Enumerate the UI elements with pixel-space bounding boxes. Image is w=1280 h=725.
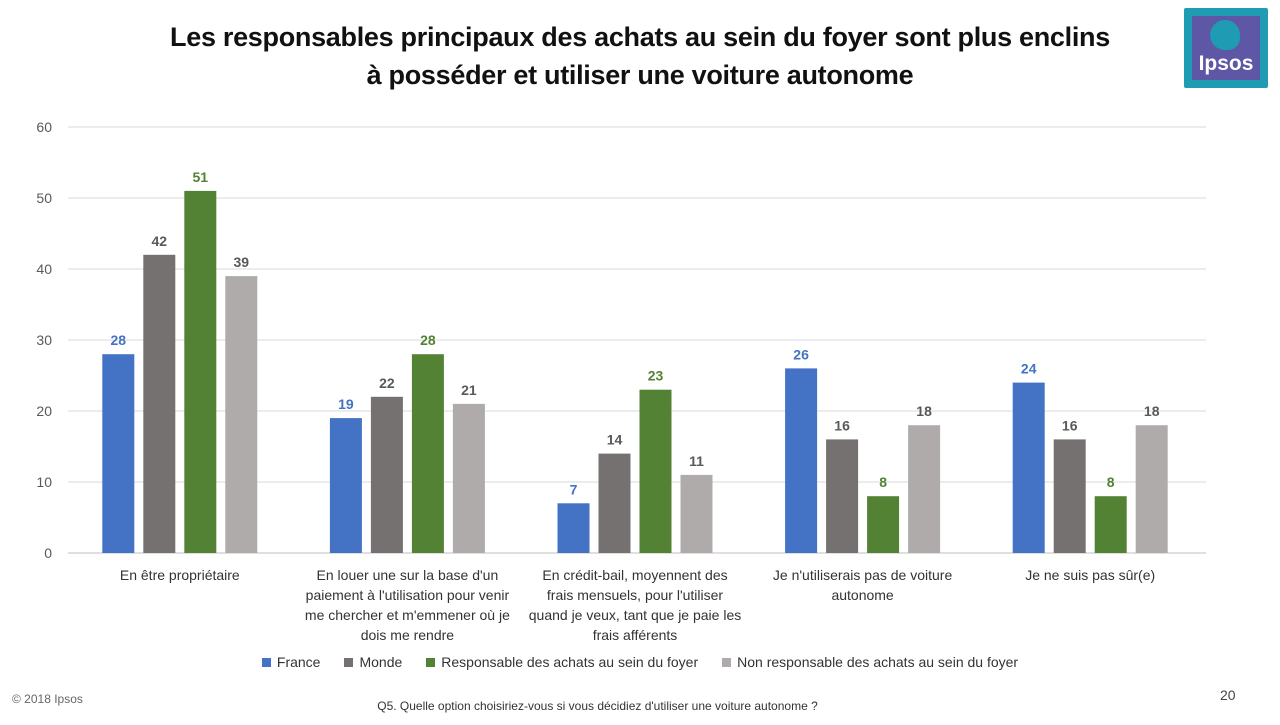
logo-text: Ipsos [1198,52,1254,75]
bar [1012,382,1045,553]
x-tick-label: me chercher et m'emmener où je [305,607,510,623]
bar [184,190,217,553]
data-label: 16 [834,417,850,433]
bar [143,254,176,554]
bar [1135,425,1168,553]
data-label: 26 [793,346,809,362]
legend-label: Non responsable des achats au sein du fo… [737,654,1019,670]
copyright: © 2018 Ipsos [12,692,83,706]
x-tick-label: dois me rendre [361,627,455,643]
data-label: 18 [916,403,932,419]
data-label: 7 [570,481,578,497]
legend-item: Non responsable des achats au sein du fo… [722,654,1018,670]
data-label: 11 [689,453,704,469]
bar [557,503,590,553]
bar [452,403,485,553]
data-label: 21 [461,382,477,398]
bar [329,418,362,553]
bar [225,276,258,553]
y-tick-label: 50 [36,190,52,206]
legend-item: Responsable des achats au sein du foyer [426,654,698,670]
y-tick-label: 60 [36,119,52,135]
data-label: 8 [879,474,887,490]
data-label: 19 [338,396,354,412]
bar [1094,496,1127,553]
logo-head-icon [1210,20,1240,50]
x-tick-label: En louer une sur la base d'un [317,567,499,583]
x-tick-label: En crédit-bail, moyennent des [542,567,727,583]
bar [1053,439,1086,553]
data-label: 8 [1107,474,1115,490]
bar [867,496,900,553]
legend-label: France [276,654,321,670]
chart-title-line-1: Les responsables principaux des achats a… [170,22,1110,52]
data-label: 16 [1062,417,1078,433]
chart-title-line-2: à posséder et utiliser une voiture auton… [366,60,914,90]
bar [826,439,859,553]
y-tick-label: 40 [36,261,52,277]
legend-swatch [426,657,436,667]
bar [370,396,403,553]
ipsos-logo: Ipsos [1184,8,1268,88]
x-tick-label: quand je veux, tant que je paie les [529,607,742,623]
legend-item: Monde [344,654,402,670]
x-tick-label: paiement à l'utilisation pour venir [306,587,510,603]
data-label: 23 [648,368,664,384]
data-label: 28 [420,332,436,348]
legend-swatch [722,657,732,667]
data-label: 51 [193,169,209,185]
bar [598,453,631,553]
x-tick-label: En être propriétaire [120,567,240,583]
survey-question: Q5. Quelle option choisiriez-vous si vou… [377,699,818,713]
page-number: 20 [1220,687,1236,703]
x-tick-label: Je n'utiliserais pas de voiture [773,567,953,583]
data-label: 28 [111,332,127,348]
legend-swatch [261,657,271,667]
bar [680,474,713,553]
y-tick-label: 20 [36,403,52,419]
y-tick-label: 30 [36,332,52,348]
data-label: 24 [1021,361,1037,377]
data-label: 18 [1144,403,1160,419]
data-label: 39 [234,254,250,270]
data-label: 14 [607,432,623,448]
legend-swatch [344,657,354,667]
bar [785,368,818,553]
bar [102,354,135,553]
legend-label: Responsable des achats au sein du foyer [441,654,699,670]
y-tick-label: 0 [44,545,52,561]
data-label: 42 [152,233,168,249]
chart-title: Les responsables principaux des achats a… [100,18,1180,94]
legend-item: France [261,654,321,670]
legend-label: Monde [359,654,403,670]
bar [908,425,941,553]
y-tick-label: 10 [36,474,52,490]
x-tick-label: frais afférents [593,627,678,643]
bar [639,389,672,553]
bar [411,354,444,553]
x-tick-label: autonome [831,587,893,603]
chart-legend: France Monde Responsable des achats au sei… [0,654,1280,670]
data-label: 22 [379,375,395,391]
x-tick-label: Je ne suis pas sûr(e) [1025,567,1155,583]
x-tick-label: frais mensuels, pour l'utiliser [547,587,724,603]
